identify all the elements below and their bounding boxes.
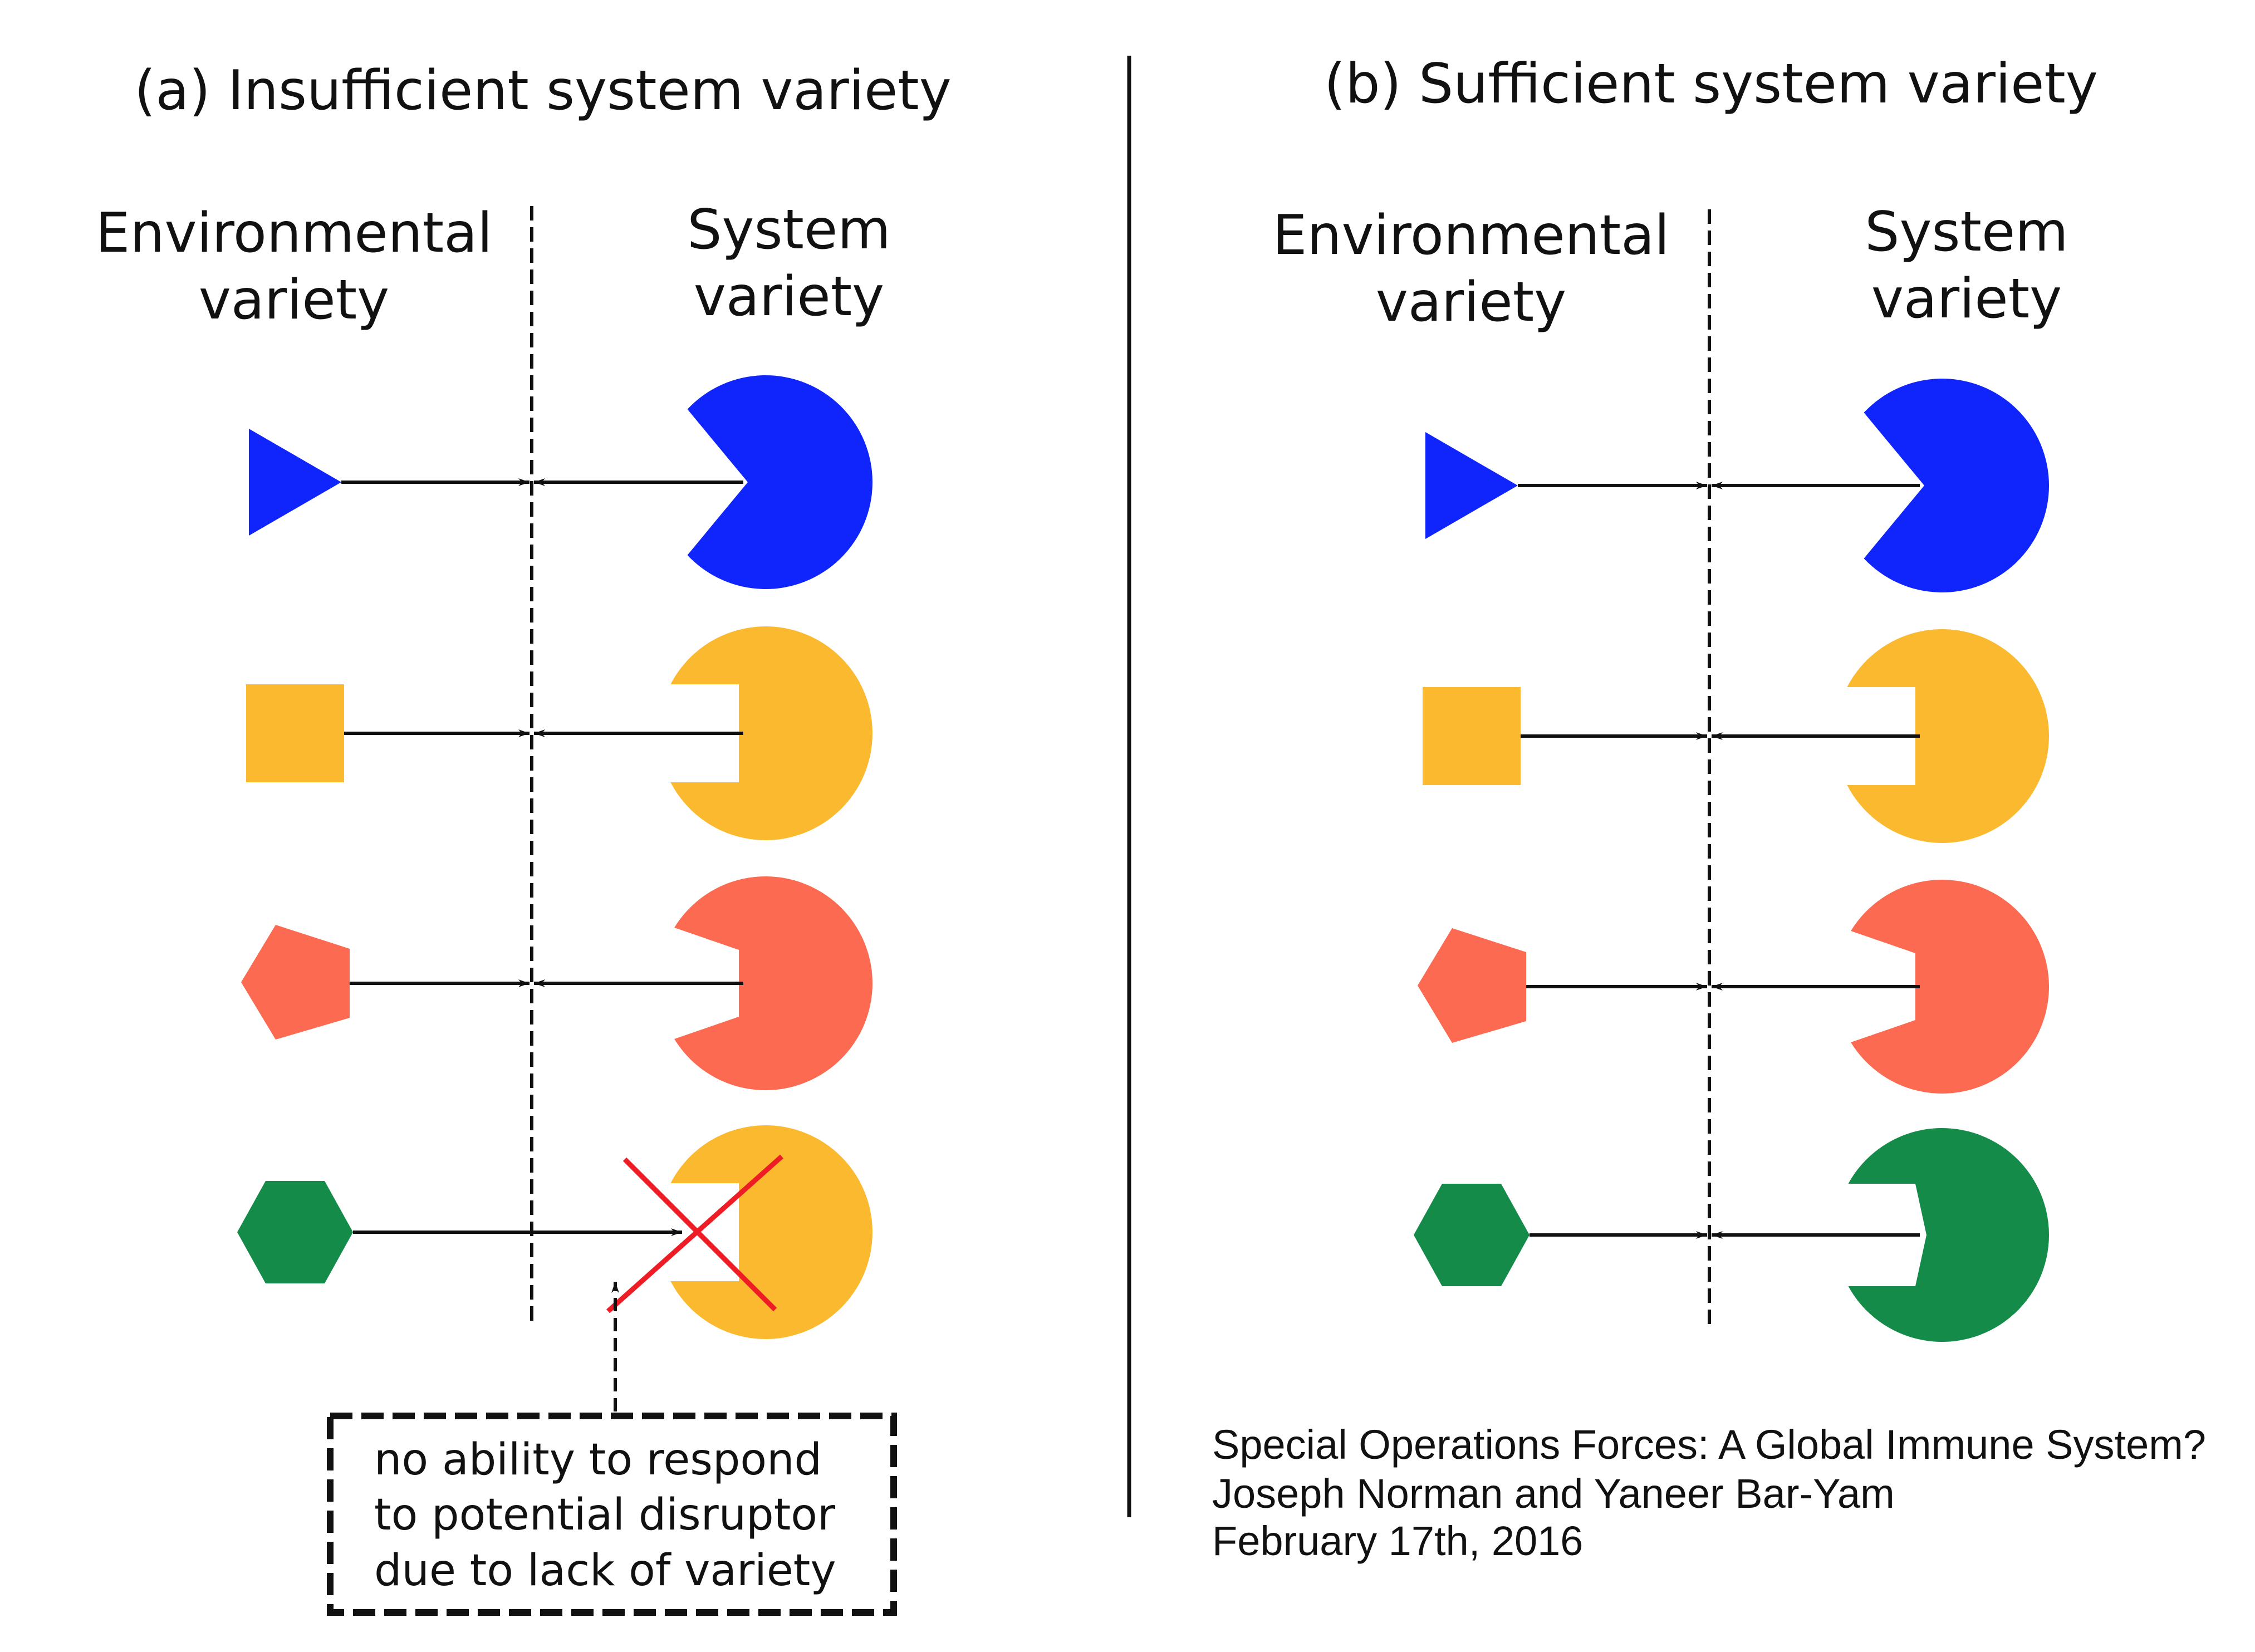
panel-b-env-header-line1: Environmental <box>1272 204 1669 267</box>
caption-date: February 17th, 2016 <box>1212 1518 1583 1564</box>
variety-row <box>237 1125 872 1339</box>
variety-row <box>1423 629 2049 844</box>
caption-title: Special Operations Forces: A Global Immu… <box>1212 1421 2206 1468</box>
triangle-icon <box>1425 432 1518 539</box>
panel-a-env-header-line2: variety <box>199 268 389 332</box>
square-icon <box>1423 687 1521 785</box>
panel-a-env-header-line1: Environmental <box>95 202 492 265</box>
panel-a-sys-header-line1: System <box>687 198 890 262</box>
variety-row <box>241 876 873 1090</box>
system-response-triangle-icon <box>687 375 872 589</box>
system-response-pentagon-icon <box>674 876 873 1090</box>
caption: Special Operations Forces: A Global Immu… <box>1212 1421 2206 1564</box>
square-icon <box>246 684 344 782</box>
panel-b-env-header-line2: variety <box>1376 271 1566 334</box>
caption-authors: Joseph Norman and Yaneer Bar-Yam <box>1212 1470 1895 1517</box>
mismatch-cross-icon <box>606 1154 783 1313</box>
panel-b-sys-header-line2: variety <box>1871 267 2062 331</box>
pentagon-icon <box>1418 928 1526 1043</box>
system-response-square-icon <box>1847 629 2049 844</box>
panel-b-rows <box>1414 379 2050 1342</box>
panel-a-rows <box>237 375 873 1339</box>
panel-a: (a) Insufficient system variety Environm… <box>95 59 952 1616</box>
variety-row <box>1414 1128 2050 1342</box>
hexagon-icon <box>1414 1184 1530 1286</box>
system-response-triangle-icon <box>1864 379 2050 592</box>
system-response-pentagon-icon <box>1851 880 2049 1094</box>
system-response-square-icon <box>670 1125 872 1339</box>
variety-row <box>1425 379 2050 592</box>
triangle-icon <box>249 429 341 536</box>
note-line-1: no ability to respond <box>374 1435 822 1485</box>
note-line-3: due to lack of variety <box>374 1546 836 1596</box>
variety-row <box>246 626 872 840</box>
note-box <box>327 1413 897 1616</box>
panel-a-title: (a) Insufficient system variety <box>134 59 951 122</box>
variety-row <box>249 375 872 589</box>
system-response-square-icon <box>670 626 872 840</box>
pentagon-icon <box>241 925 350 1040</box>
panel-b: (b) Sufficient system variety Environmen… <box>1272 52 2098 1342</box>
panel-a-sys-header-line2: variety <box>694 265 884 329</box>
system-response-hexagon-icon <box>1848 1128 2050 1342</box>
note-line-2: to potential disruptor <box>374 1490 836 1540</box>
panel-b-title: (b) Sufficient system variety <box>1324 52 2098 116</box>
panel-b-sys-header-line1: System <box>1865 200 2068 264</box>
variety-row <box>1418 880 2049 1094</box>
hexagon-icon <box>237 1181 353 1283</box>
